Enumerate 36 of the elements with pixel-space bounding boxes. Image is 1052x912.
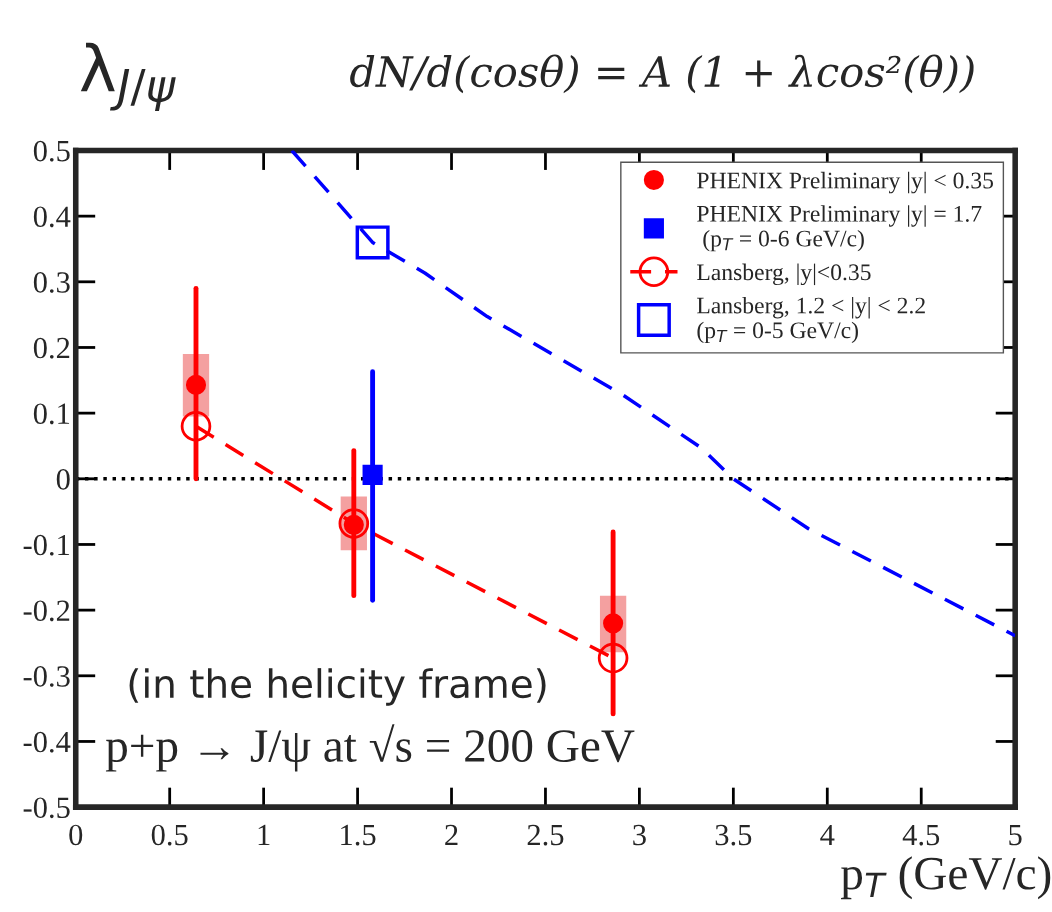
- y-tick-label: 0: [56, 469, 70, 490]
- legend-label: PHENIX Preliminary |y| < 0.35: [697, 171, 994, 194]
- annotation: (in the helicity frame): [129, 668, 546, 706]
- legend-label: PHENIX Preliminary |y| = 1.7 (p$_{T}$ = 0-6 GeV/c): [697, 205, 982, 252]
- text: dN/d(cosθ) = A (1 + λcos²(θ)): [350, 54, 974, 94]
- y-tick-label: 0.5: [33, 140, 70, 162]
- x-tick-label: 1: [258, 824, 270, 845]
- y-tick-label: 0.1: [33, 403, 70, 425]
- x-tick-label: 3: [633, 824, 646, 846]
- y-tick-label: -0.3: [23, 666, 70, 687]
- x-tick-label: 0.5: [151, 824, 188, 846]
- y-tick-label: 0.2: [33, 337, 70, 359]
- point: [597, 642, 629, 674]
- x-tick-label: 1.5: [341, 824, 376, 846]
- x-tick-label: 2: [445, 824, 458, 845]
- y-tick-label: -0.1: [23, 534, 70, 556]
- x-tick-label: 4.5: [902, 824, 940, 846]
- chart-title: λ$_{J/ψ}$: [80, 42, 176, 111]
- legend-label: Lansberg, |y|<0.35: [697, 263, 871, 286]
- line-series: [290, 150, 1016, 638]
- y-tick-label: 0.4: [33, 206, 71, 228]
- y-tick-label: 0.3: [33, 272, 70, 293]
- y-tick-label: -0.2: [23, 600, 70, 622]
- y-tick-label: -0.4: [23, 731, 71, 753]
- x-axis-title: p$_{T}$ (GeV/c): [841, 856, 1051, 900]
- x-tick-label: 5: [1009, 824, 1022, 846]
- point: [338, 508, 370, 539]
- annotation: p+p → J/ψ at √s = 200 GeV: [105, 724, 635, 772]
- x-tick-label: 3.5: [715, 824, 752, 846]
- point: [180, 410, 212, 442]
- point: [362, 464, 383, 485]
- legend-label: Lansberg, 1.2 < |y| < 2.2 (p$_{T}$ = 0-5 GeV/c): [697, 296, 925, 344]
- point: [355, 225, 390, 260]
- y-tick-label: -0.5: [23, 797, 70, 819]
- x-tick-label: 4: [820, 824, 835, 845]
- x-tick-label: 2.5: [527, 824, 564, 846]
